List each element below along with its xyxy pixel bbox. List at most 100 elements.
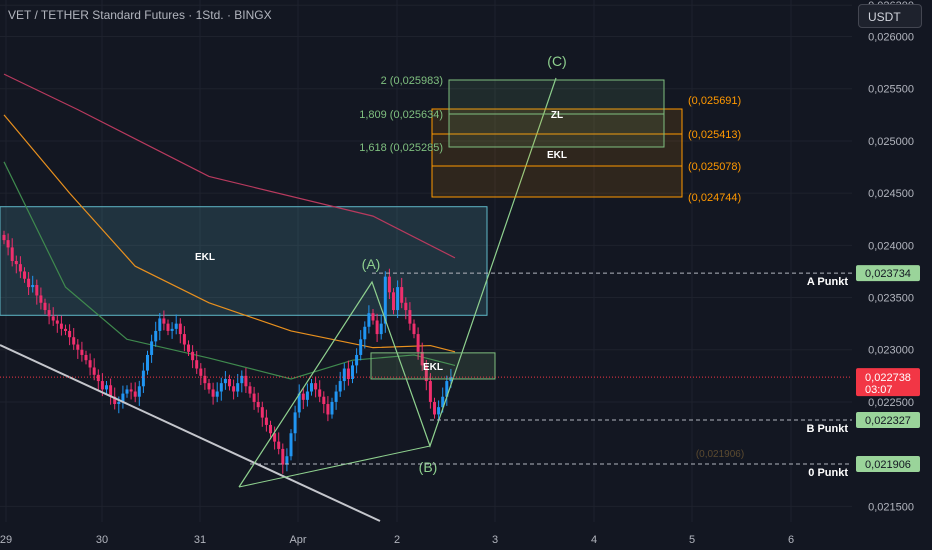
x-tick-label: 5 <box>689 534 695 546</box>
candle-body <box>363 326 367 340</box>
candle-body <box>166 323 170 331</box>
candle-body <box>437 407 441 415</box>
candle-body <box>273 433 277 442</box>
currency-button[interactable]: USDT <box>858 4 922 28</box>
candle-body <box>400 287 404 303</box>
candle-body <box>170 328 174 331</box>
candle-body <box>396 287 400 311</box>
ekl-zone-upper-label: EKL <box>195 252 215 263</box>
wave-label-a: (A) <box>362 256 381 272</box>
moving-average-line <box>3 161 456 380</box>
candle-body <box>100 381 104 390</box>
x-tick-label: 30 <box>96 534 108 546</box>
candle-body <box>6 240 10 248</box>
candle-body <box>351 365 354 379</box>
candle-body <box>433 401 436 415</box>
candle-body <box>121 393 125 402</box>
moving-average-line <box>3 114 456 353</box>
candle-body <box>387 276 391 293</box>
x-tick-label: 31 <box>194 534 206 546</box>
overlays: (A) (B) (C) (0,025691) (0,025413) (0,025078) (… <box>0 53 852 522</box>
candle-body <box>240 375 244 384</box>
candle-body <box>133 391 137 397</box>
candle-body <box>310 383 313 392</box>
candle-body <box>314 383 318 390</box>
trendline-down <box>0 344 381 522</box>
fib-orange-label: EKL <box>547 150 567 161</box>
candle-body <box>84 354 88 361</box>
y-tick-label: 0,021500 <box>868 501 914 513</box>
fib-orange-level-label: (0,025413) <box>688 129 741 141</box>
candle-body <box>318 389 322 397</box>
punkt-price-tag <box>856 412 920 429</box>
x-tick-label: 3 <box>492 534 498 546</box>
candle-body <box>375 320 379 335</box>
candle-body <box>211 389 215 397</box>
candle-body <box>342 368 346 382</box>
candle-body <box>301 393 305 400</box>
candle-body <box>355 354 359 366</box>
fib-target-label: ZL <box>551 110 563 121</box>
candle-body <box>23 271 26 279</box>
zones: EKL <box>0 206 488 316</box>
ekl-zone-small-label: EKL <box>423 362 443 373</box>
candle-body <box>14 261 18 265</box>
candle-body <box>338 381 342 392</box>
candle-body <box>264 417 268 425</box>
candle-body <box>322 396 326 405</box>
candle-body <box>223 378 227 384</box>
candle-body <box>252 393 256 402</box>
candle-body <box>96 374 100 382</box>
x-tick-label: 4 <box>591 534 597 546</box>
candle-body <box>326 404 330 415</box>
punkt-price-value: 0,021906 <box>865 459 911 471</box>
candle-body <box>27 278 31 288</box>
candle-body <box>281 448 285 465</box>
candle-body <box>113 396 117 405</box>
y-tick-label: 0,023000 <box>868 345 914 357</box>
y-tick-label: 0,026000 <box>868 32 914 44</box>
candle-body <box>203 375 207 384</box>
candle-body <box>2 234 6 241</box>
candle-body <box>392 292 395 311</box>
x-tick-label: 6 <box>788 534 794 546</box>
x-tick-label: Apr <box>289 534 306 546</box>
wave-label-b: (B) <box>419 459 438 475</box>
y-tick-label: 0,024000 <box>868 240 914 252</box>
candle-body <box>412 323 416 335</box>
grid <box>0 0 852 522</box>
y-axis: 0,021500 0,022500 0,023000 0,023500 0,024000… <box>856 0 920 513</box>
candle-body <box>404 302 408 311</box>
candle-body <box>88 360 92 368</box>
candle-body <box>146 354 149 371</box>
punkt-price-value: 0,023734 <box>865 268 911 280</box>
faint-level-label: (0,021906) <box>696 449 744 460</box>
y-tick-label: 0,025000 <box>868 136 914 148</box>
candle-body <box>359 339 363 355</box>
candle-body <box>379 323 383 335</box>
fib-orange-level-label: (0,024744) <box>688 192 741 204</box>
y-tick-label: 0,022500 <box>868 397 914 409</box>
candle-body <box>260 407 264 418</box>
candle-body <box>228 378 231 387</box>
candle-body <box>416 334 420 352</box>
candle-body <box>285 456 289 465</box>
candle-body <box>424 365 428 382</box>
punkt-level-name: A Punkt <box>807 276 848 288</box>
current-price-value: 0,022738 <box>865 372 911 384</box>
candle-body <box>109 385 113 397</box>
candle-body <box>297 393 301 413</box>
candle-body <box>31 285 35 288</box>
punkt-price-value: 0,022327 <box>865 415 911 427</box>
candle-body <box>215 391 219 397</box>
candle-body <box>305 391 309 400</box>
candle-body <box>236 383 240 392</box>
candle-body <box>277 441 281 449</box>
fib-orange-box <box>431 108 683 198</box>
candle-body <box>43 302 47 311</box>
fib-target-level-label: 1,618 (0,025285) <box>359 142 443 154</box>
candle-body <box>162 318 166 324</box>
candle-body <box>174 323 178 329</box>
wave-base-line <box>238 445 431 488</box>
